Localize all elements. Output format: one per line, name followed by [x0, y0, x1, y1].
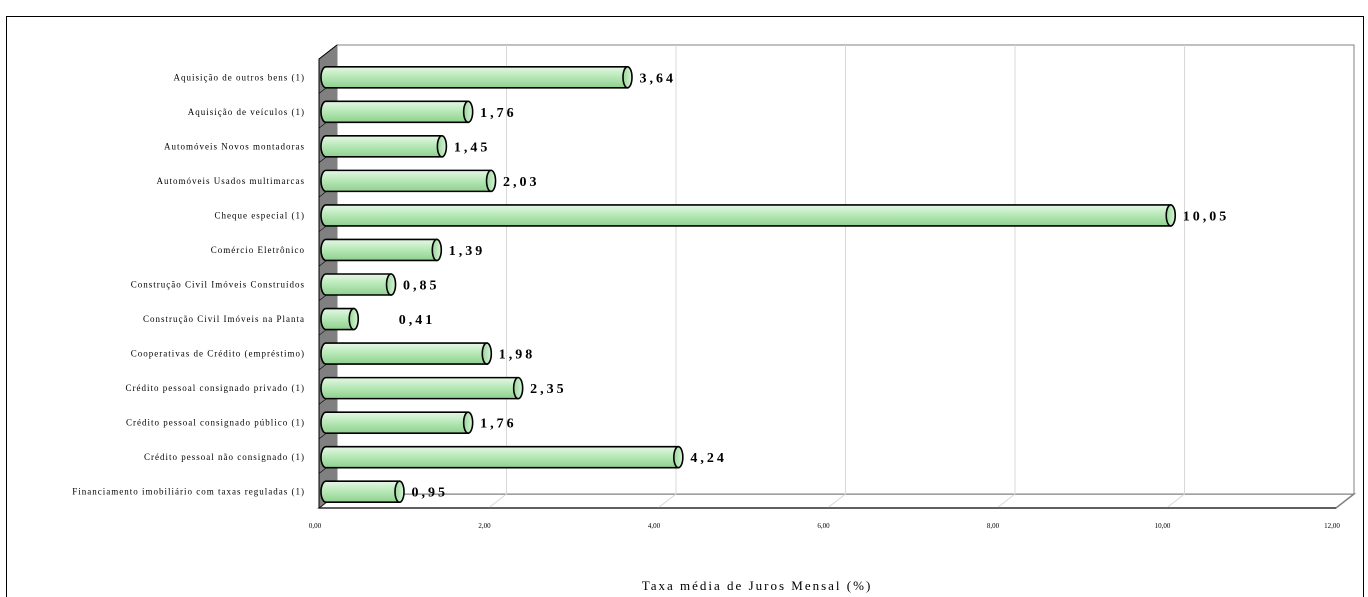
bar: [320, 169, 492, 193]
grid-layer: [316, 43, 1357, 510]
bar-end-cap: [673, 445, 684, 469]
gridline-floor: [1166, 493, 1185, 509]
value-label: 0,95: [412, 486, 449, 501]
bar-end-cap: [622, 65, 633, 89]
bar: [320, 342, 488, 365]
bar: [320, 204, 1172, 227]
category-label: Cooperativas de Crédito (empréstimo): [131, 349, 305, 359]
x-tick-label: 10,00: [1155, 522, 1171, 530]
category-label: Crédito pessoal consignado público (1): [126, 418, 305, 428]
bar-end-cap: [431, 238, 443, 262]
bars-layer: [320, 65, 1177, 504]
bar: [320, 273, 392, 296]
bar-end-cap: [385, 273, 397, 296]
category-label: Construção Civil Imóveis Construídos: [131, 280, 305, 290]
category-label: Cheque especial (1): [215, 210, 305, 220]
bar: [320, 411, 469, 434]
bar-end-cap: [348, 307, 360, 331]
row-separator: [318, 44, 338, 60]
x-tick-label: 2,00: [478, 522, 491, 530]
bar: [320, 480, 401, 504]
bar-end-cap: [481, 342, 493, 365]
x-tick-label: 8,00: [987, 522, 1000, 530]
bar: [320, 238, 438, 262]
category-label: Financiamento imobiliário com taxas regu…: [72, 487, 305, 497]
x-tick-label: 6,00: [817, 522, 830, 530]
bar-end-cap: [462, 411, 474, 434]
value-label: 4,24: [690, 451, 727, 466]
value-label: 1,76: [480, 106, 517, 121]
category-label: Automóveis Novos montadoras: [164, 141, 305, 151]
x-tick-label: 4,00: [648, 522, 661, 530]
bar-end-cap: [485, 169, 497, 193]
x-tick-label: 12,00: [1324, 522, 1340, 530]
bar: [320, 307, 355, 331]
bar: [320, 376, 519, 400]
bar-end-cap: [1165, 204, 1177, 227]
gridline-floor: [996, 493, 1016, 509]
category-label: Crédito pessoal consignado privado (1): [126, 383, 305, 393]
value-label: 1,76: [480, 417, 517, 432]
bar-end-cap: [512, 376, 524, 400]
bar: [320, 135, 443, 158]
bar: [320, 65, 629, 89]
value-label: 2,03: [503, 175, 539, 190]
value-label: 3,64: [639, 71, 676, 86]
category-label: Aquisição de outros bens (1): [174, 72, 305, 82]
x-tick-label: 0,00: [309, 522, 322, 530]
category-label: Automóveis Usados multimarcas: [157, 176, 305, 186]
value-label: 2,35: [530, 382, 567, 397]
value-label: 10,05: [1183, 209, 1230, 224]
value-label: 1,45: [454, 140, 491, 155]
bar-end-cap: [436, 135, 448, 158]
category-label: Comércio Eletrônico: [211, 245, 305, 255]
gridline-floor: [827, 493, 846, 509]
value-label: 1,98: [499, 348, 536, 363]
value-label: 0,85: [403, 279, 440, 294]
bar-end-cap: [462, 100, 474, 124]
bar: [320, 100, 469, 124]
x-axis-title: Taxa média de Juros Mensal (%): [642, 578, 873, 593]
bar: [320, 445, 680, 469]
category-label: Aquisição de veículos (1): [188, 107, 305, 117]
value-label: 1,39: [449, 244, 486, 259]
chart-frame: [6, 16, 1364, 597]
gridline-floor: [657, 493, 677, 509]
gridline-floor: [488, 493, 507, 509]
bar-end-cap: [394, 480, 405, 504]
category-label: Crédito pessoal não consignado (1): [144, 452, 305, 462]
category-label: Construção Civil Imóveis na Planta: [143, 314, 305, 324]
labels-layer: 0,00 2,00 4,00 6,00 8,00 10,00 12,00 Aquisição …: [72, 71, 1340, 530]
value-label: 0,41: [399, 313, 436, 328]
